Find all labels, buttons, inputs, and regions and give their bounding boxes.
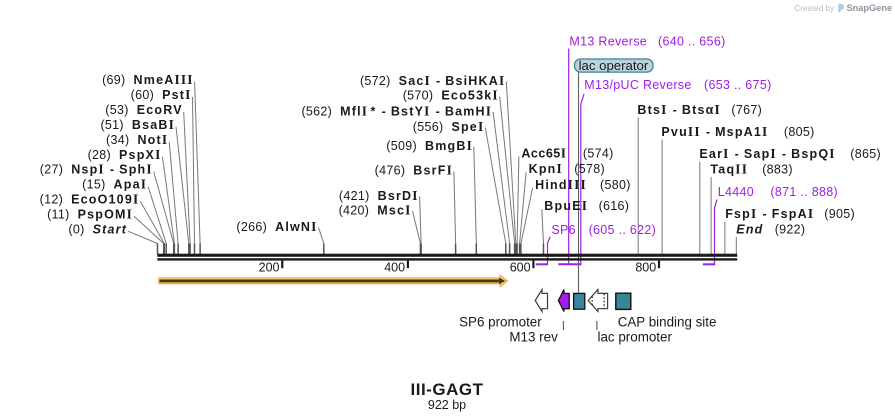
svg-text:FspI - FspAI: FspI - FspAI <box>725 206 814 221</box>
svg-text:TaqII: TaqII <box>710 162 748 177</box>
svg-text:200: 200 <box>259 260 280 274</box>
svg-text:(616): (616) <box>599 199 630 213</box>
svg-text:(421)BsrDI: (421) BsrDI <box>339 188 419 203</box>
svg-text:400: 400 <box>384 260 405 274</box>
svg-text:600: 600 <box>510 260 531 274</box>
svg-text:(767): (767) <box>731 103 762 117</box>
svg-text:M13 Reverse: M13 Reverse <box>569 34 647 48</box>
svg-text:Created by: Created by <box>794 4 835 13</box>
svg-text:End: End <box>736 223 763 237</box>
svg-text:(578): (578) <box>574 162 605 176</box>
svg-text:L4440: L4440 <box>718 185 754 199</box>
svg-text:(883): (883) <box>762 163 793 177</box>
svg-text:(572)SacI - BsiHKAI: (572) SacI - BsiHKAI <box>360 73 505 88</box>
svg-text:(562)MflI * - BstYI - BamHI: (562) MflI * - BstYI - BamHI <box>301 103 492 118</box>
svg-text:(15)ApaI: (15) ApaI <box>82 177 147 192</box>
svg-text:922 bp: 922 bp <box>428 398 466 412</box>
svg-text:BpuEI: BpuEI <box>544 198 588 213</box>
svg-text:(27)NspI - SphI: (27) NspI - SphI <box>40 162 153 177</box>
svg-text:(556)SpeI: (556) SpeI <box>413 119 485 134</box>
svg-text:(266)AlwNI: (266) AlwNI <box>236 219 317 234</box>
svg-text:(922): (922) <box>775 223 806 237</box>
svg-text:(28)PspXI: (28) PspXI <box>88 147 162 162</box>
svg-text:EarI - SapI - BspQI: EarI - SapI - BspQI <box>699 146 835 161</box>
svg-text:lac promoter: lac promoter <box>598 330 673 345</box>
svg-text:SP6 promoter: SP6 promoter <box>459 315 542 330</box>
svg-text:KpnI: KpnI <box>529 161 563 176</box>
svg-text:(0)Start: (0) Start <box>68 222 127 236</box>
svg-text:800: 800 <box>635 260 656 274</box>
svg-text:(476)BsrFI: (476) BsrFI <box>375 163 453 178</box>
svg-text:PvuII - MspA1I: PvuII - MspA1I <box>661 124 768 139</box>
svg-text:(34)NotI: (34) NotI <box>106 132 168 147</box>
svg-text:(420)MscI: (420) MscI <box>339 203 412 218</box>
svg-text:HindIII: HindIII <box>535 177 587 192</box>
svg-text:III-GAGT: III-GAGT <box>411 380 484 399</box>
svg-text:(605 .. 622): (605 .. 622) <box>589 223 657 237</box>
svg-text:(905): (905) <box>824 207 855 221</box>
svg-text:(640 .. 656): (640 .. 656) <box>658 34 726 48</box>
svg-text:(570)Eco53kI: (570) Eco53kI <box>403 88 499 103</box>
svg-text:M13 rev: M13 rev <box>509 330 558 345</box>
svg-text:SP6: SP6 <box>551 223 576 237</box>
svg-text:lac operator: lac operator <box>579 58 649 73</box>
svg-text:(574): (574) <box>583 147 614 161</box>
svg-text:(653 .. 675): (653 .. 675) <box>704 78 772 92</box>
svg-text:Acc65I: Acc65I <box>521 146 566 161</box>
svg-text:(69)NmeAIII: (69) NmeAIII <box>102 72 194 87</box>
svg-text:M13/pUC Reverse: M13/pUC Reverse <box>584 78 691 92</box>
svg-text:(865): (865) <box>850 147 881 161</box>
svg-text:CAP binding site: CAP binding site <box>618 315 717 330</box>
svg-text:(12)EcoO109I: (12) EcoO109I <box>40 192 140 207</box>
svg-text:(11)PspOMI: (11) PspOMI <box>47 206 133 221</box>
svg-text:(51)BsaBI: (51) BsaBI <box>100 117 175 132</box>
svg-text:SnapGene: SnapGene <box>847 2 893 13</box>
svg-text:(580): (580) <box>600 178 631 192</box>
svg-text:BtsI - BtsαI: BtsI - BtsαI <box>637 102 721 117</box>
svg-text:(805): (805) <box>784 125 815 139</box>
svg-text:(509)BmgBI: (509) BmgBI <box>386 138 473 153</box>
svg-text:(53)EcoRV: (53) EcoRV <box>105 103 183 117</box>
svg-text:(60)PstI: (60) PstI <box>131 87 192 102</box>
svg-text:(871 .. 888): (871 .. 888) <box>770 185 838 199</box>
